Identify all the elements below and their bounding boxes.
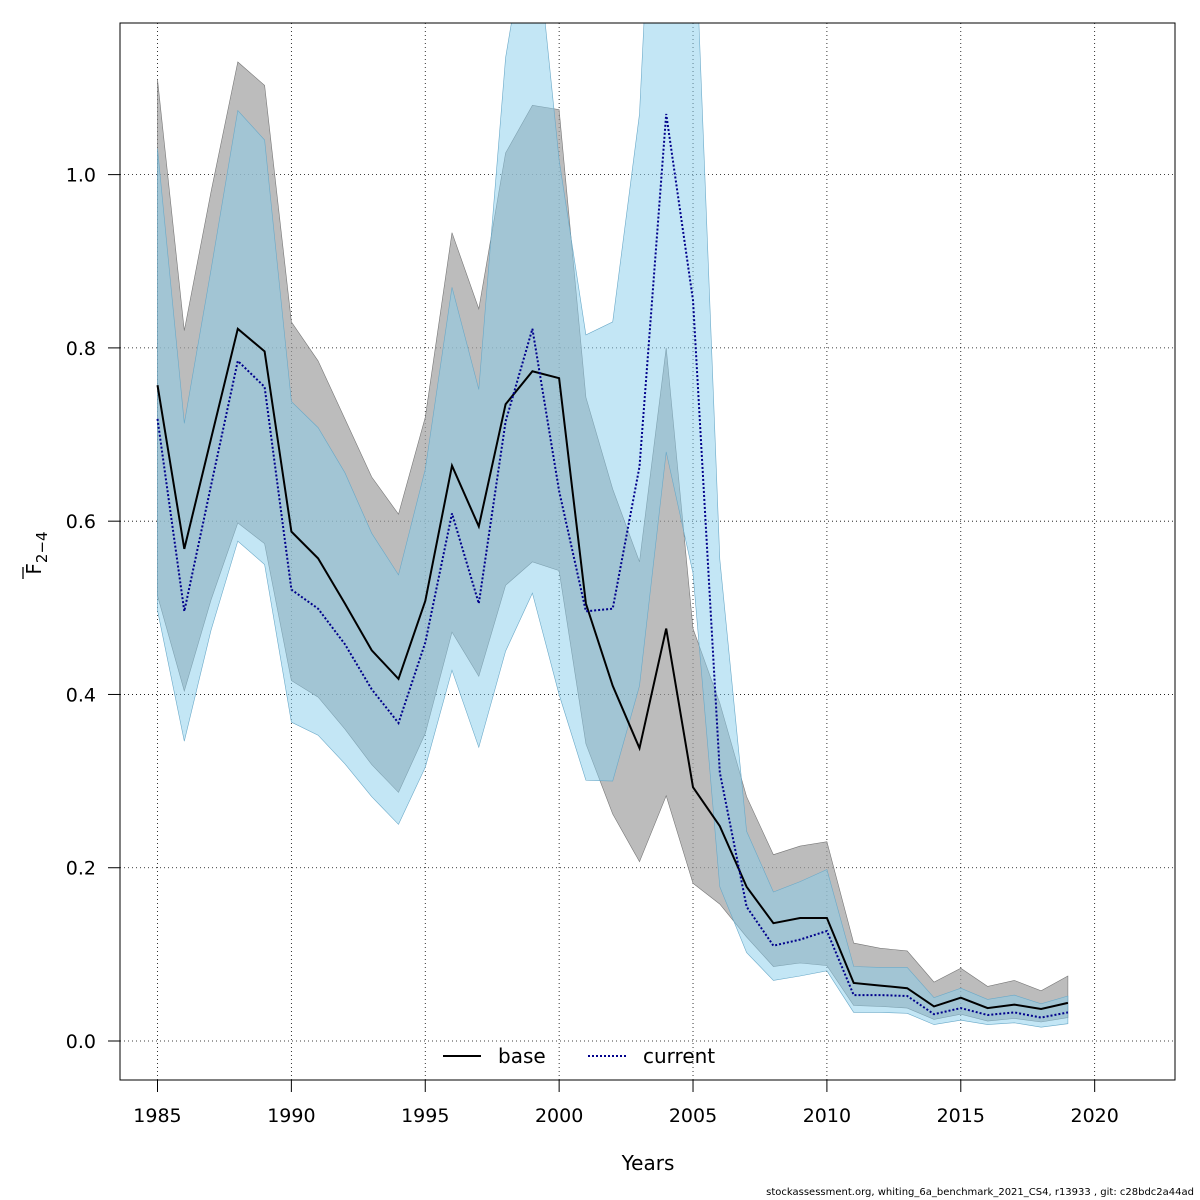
x-axis: 1985 1990 1995 2000 2005 2010 2015 2020 <box>133 1079 1119 1127</box>
base-line <box>156 326 1069 1011</box>
y-axis-title: F2−4 <box>22 531 51 579</box>
x-tick-label: 1990 <box>267 1105 315 1127</box>
x-tick-label: 1985 <box>133 1105 181 1127</box>
y-tick-label: 0.0 <box>66 1031 96 1053</box>
current-confidence-band <box>157 23 1069 1028</box>
svg-text:F2−4: F2−4 <box>22 531 51 574</box>
confidence-bands <box>157 23 1069 1028</box>
x-tick-label: 2020 <box>1070 1105 1118 1127</box>
y-axis-title-main: F <box>22 563 46 575</box>
x-tick-label: 2000 <box>535 1105 583 1127</box>
series-lines <box>156 113 1069 1019</box>
y-axis: 0.0 0.2 0.4 0.6 0.8 1.0 <box>66 165 121 1053</box>
y-tick-label: 0.4 <box>66 684 96 706</box>
x-axis-title: Years <box>621 1151 675 1175</box>
x-tick-label: 2015 <box>937 1105 985 1127</box>
x-tick-label: 2005 <box>669 1105 717 1127</box>
y-axis-title-sub: 2−4 <box>33 531 51 563</box>
x-tick-label: 1995 <box>401 1105 449 1127</box>
y-tick-label: 0.6 <box>66 511 96 533</box>
x-tick-label: 2010 <box>803 1105 851 1127</box>
legend-current-label: current <box>643 1044 715 1068</box>
y-tick-label: 0.2 <box>66 858 96 880</box>
legend-base-label: base <box>498 1044 546 1068</box>
legend: base current <box>443 1044 715 1068</box>
current-line <box>156 113 1069 1019</box>
footer-caption: stockassessment.org, whiting_6a_benchmar… <box>766 1187 1194 1198</box>
y-tick-label: 0.8 <box>66 338 96 360</box>
y-tick-label: 1.0 <box>66 165 96 187</box>
